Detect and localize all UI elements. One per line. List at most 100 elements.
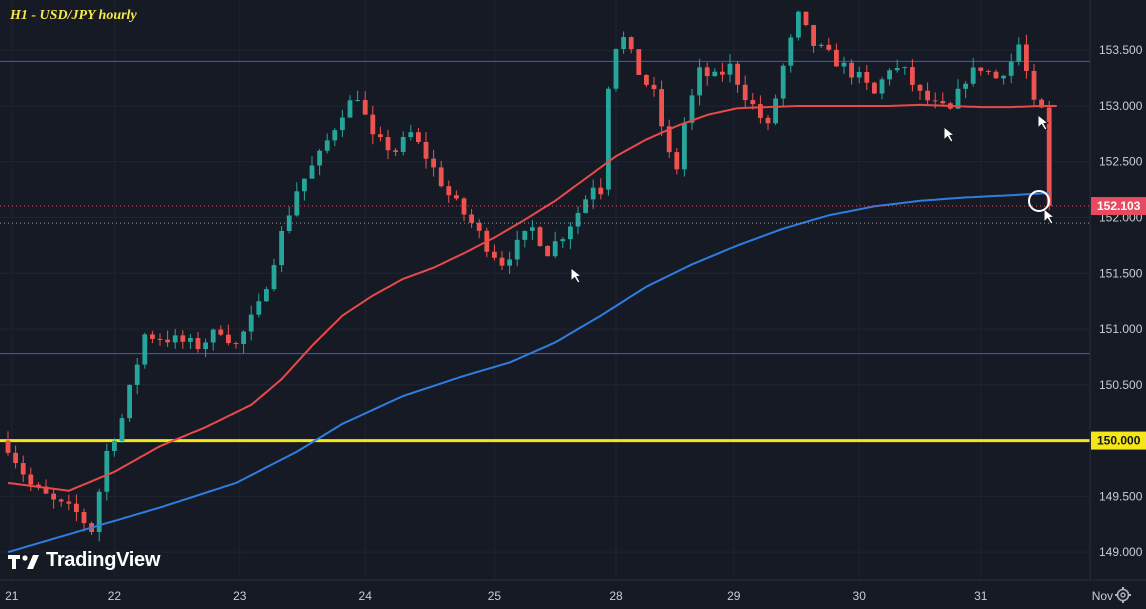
candle-body (575, 212, 581, 227)
candle-body (773, 98, 778, 124)
candle-body (651, 84, 657, 90)
candle-body (841, 62, 847, 67)
candle-body (438, 167, 444, 187)
candle-body (370, 114, 376, 135)
candle-body (902, 67, 908, 69)
candle-body (340, 117, 345, 131)
candle-body (317, 150, 322, 166)
x-axis-ticks: 21 22 23 24 25 28 29 30 31 Nov (5, 589, 1113, 603)
settings-gear-icon[interactable] (1114, 586, 1132, 604)
candle-body (400, 137, 406, 152)
candle-body (218, 329, 224, 335)
candle-body (765, 117, 771, 124)
candle-body (1046, 107, 1052, 207)
candle-body (986, 70, 991, 72)
candle-body (811, 25, 816, 46)
candle-body (13, 452, 18, 464)
candle-body (165, 339, 170, 343)
candle-body (28, 474, 34, 485)
candle-body (66, 501, 72, 504)
candle-body (742, 84, 748, 101)
candle-body (476, 222, 482, 231)
cursor-arrow-icon (1043, 207, 1056, 225)
candle-body (514, 239, 520, 260)
candle-body (788, 37, 794, 66)
x-tick-label: 23 (233, 589, 247, 603)
candle-body (925, 90, 930, 101)
candle-body (294, 191, 300, 216)
candle-body (818, 44, 824, 46)
candle-body (416, 132, 421, 142)
candle-body (104, 450, 110, 492)
candle-body (583, 199, 588, 213)
candle-body (963, 83, 968, 89)
candle-body (172, 335, 178, 343)
candle-body (697, 67, 702, 96)
moving-averages (7, 103, 1057, 554)
candle-body (393, 150, 398, 152)
candle-body (469, 214, 474, 223)
candle-body (81, 512, 87, 524)
candle-body (704, 67, 710, 77)
y-tick-label: 152.500 (1099, 155, 1143, 169)
candle-body (248, 314, 254, 332)
tradingview-logo-icon (8, 554, 39, 569)
candle-body (203, 342, 208, 350)
candle-body (36, 484, 41, 487)
candle-body (142, 334, 148, 365)
candle-body (157, 338, 163, 340)
candle-body (1024, 44, 1029, 71)
candle-body (552, 241, 558, 257)
candle-body (58, 499, 64, 502)
candle-body (682, 122, 687, 170)
highlight-circle (1028, 190, 1050, 212)
candle-body (932, 100, 938, 102)
candle-body (271, 265, 277, 290)
candle-body (560, 239, 566, 242)
candle-body (780, 65, 786, 99)
time-axis[interactable] (0, 580, 1090, 609)
tradingview-logo[interactable]: TradingView (8, 549, 160, 572)
candle-body (628, 37, 634, 50)
candle-body (659, 89, 664, 127)
candle-body (758, 104, 763, 118)
candle-body (1001, 75, 1006, 79)
candle-body (423, 141, 429, 159)
x-tick-label: 28 (609, 589, 623, 603)
candle-body (872, 82, 877, 94)
candle-body (613, 49, 619, 89)
candle-body (446, 186, 452, 196)
grid (0, 0, 1103, 580)
candle-body (727, 63, 733, 75)
candle-body (119, 418, 125, 441)
price-axis[interactable] (1090, 0, 1146, 609)
x-tick-label: 22 (108, 589, 122, 603)
candle-body (834, 49, 839, 67)
candle-body (568, 226, 573, 240)
candle-body (5, 440, 11, 453)
candle-body (887, 70, 892, 80)
candle-body (74, 503, 79, 513)
candle-body (324, 140, 330, 151)
x-tick-label: 29 (727, 589, 741, 603)
y-tick-label: 149.000 (1099, 545, 1143, 559)
last-price-label-box (1091, 197, 1146, 216)
y-tick-label: 149.500 (1099, 489, 1143, 503)
candle-body (910, 67, 915, 85)
x-tick-label: 24 (359, 589, 373, 603)
y-tick-label: 153.000 (1099, 99, 1143, 113)
candle-body (408, 132, 414, 138)
candle-body (507, 259, 512, 266)
candle-body (96, 491, 102, 533)
candle-body (545, 246, 550, 257)
candle-body (590, 187, 596, 200)
candle-body (499, 257, 505, 266)
candle-body (20, 463, 26, 475)
ma-fast-line (7, 103, 1057, 492)
candle-body (803, 11, 809, 26)
x-tick-label: Nov (1092, 589, 1113, 603)
candle-body (864, 71, 870, 83)
candle-body (264, 289, 269, 302)
candle-body (712, 71, 718, 77)
